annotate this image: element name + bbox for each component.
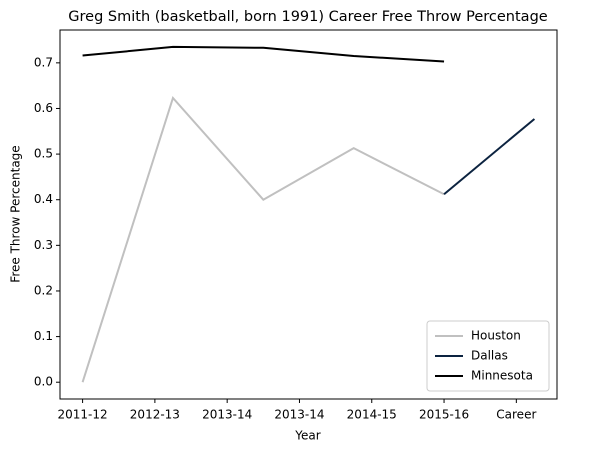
legend-label: Houston	[471, 329, 521, 343]
x-tick-label: 2013-14	[202, 408, 252, 422]
plot-frame	[59, 29, 558, 400]
y-tick-label: 0.6	[34, 101, 53, 115]
x-tick-label: 2013-14	[274, 408, 324, 422]
y-tick-label: 0.1	[34, 329, 53, 343]
legend-label: Minnesota	[471, 369, 533, 383]
x-axis-label: Year	[294, 429, 320, 443]
series-line	[81, 95, 445, 383]
x-tick-label: 2015-16	[419, 408, 469, 422]
chart-title: Greg Smith (basketball, born 1991) Caree…	[68, 9, 547, 25]
y-tick-label: 0.3	[34, 238, 53, 252]
y-axis-label: Free Throw Percentage	[9, 145, 23, 282]
legend-box	[426, 320, 550, 392]
legend-label: Dallas	[471, 349, 508, 363]
y-tick-label: 0.5	[34, 147, 53, 161]
x-tick-label: 2014-15	[347, 408, 397, 422]
y-tick-label: 0.7	[34, 55, 53, 69]
series-line	[443, 118, 536, 196]
series-line	[82, 45, 445, 63]
x-tick-label: 2012-13	[130, 408, 180, 422]
x-tick-label: Career	[496, 408, 536, 422]
y-tick-label: 0.4	[34, 192, 53, 206]
y-tick-label: 0.0	[34, 375, 53, 389]
y-tick-label: 0.2	[34, 283, 53, 297]
x-tick-label: 2011-12	[58, 408, 108, 422]
